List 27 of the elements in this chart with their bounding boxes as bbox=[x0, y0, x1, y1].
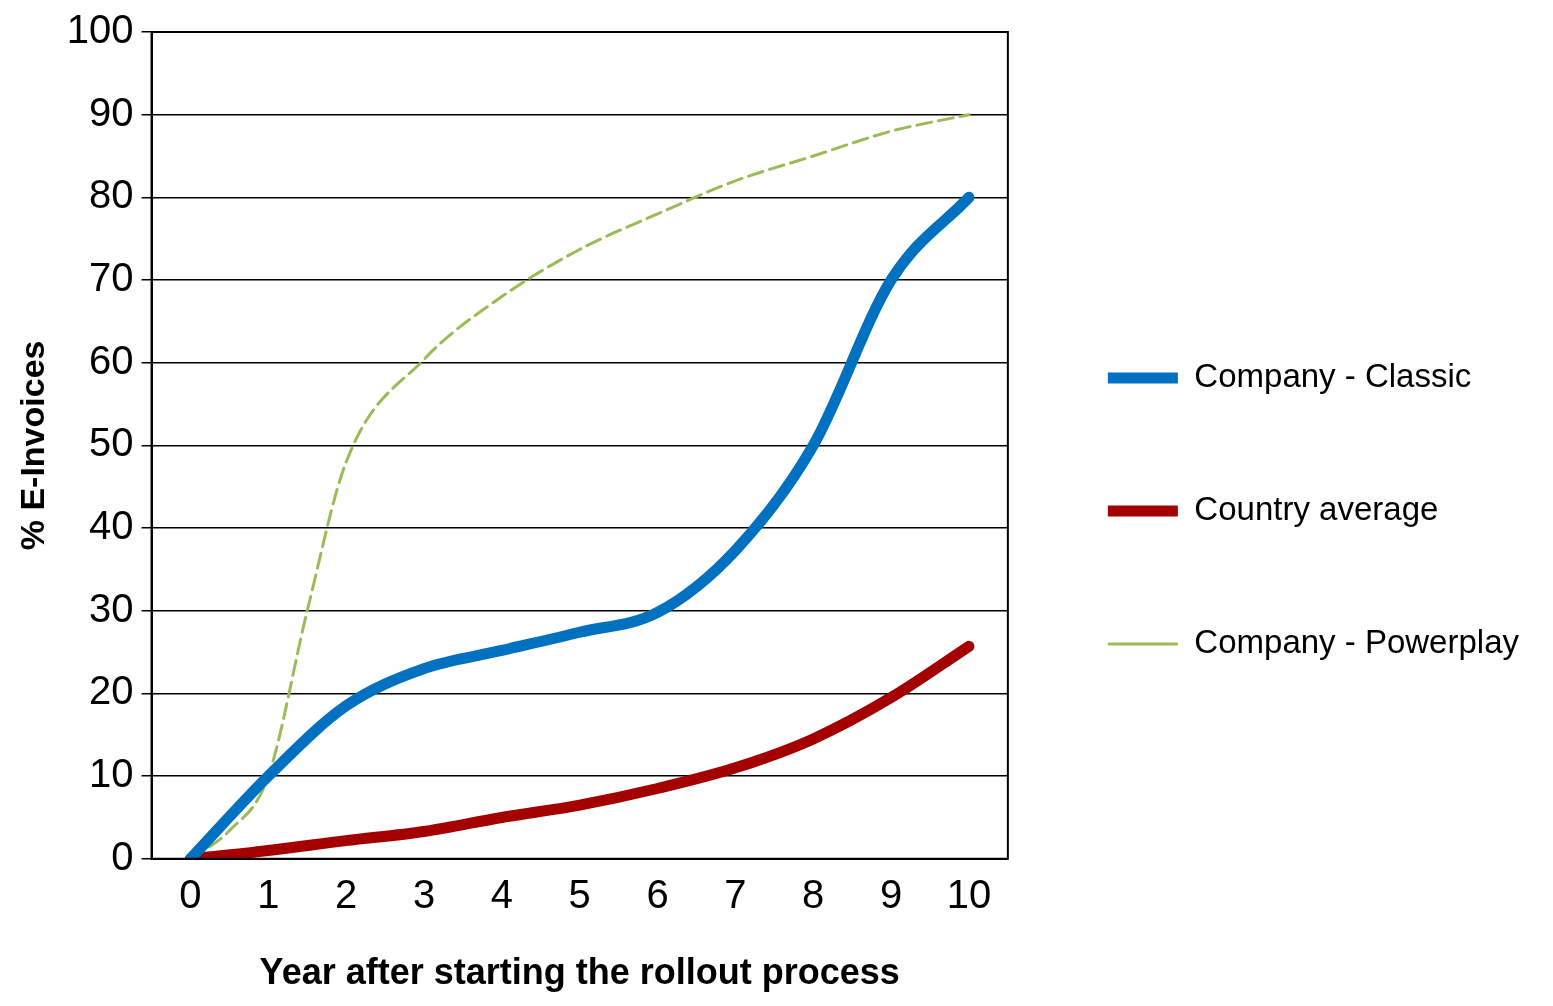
y-tick-label: 100 bbox=[66, 7, 134, 52]
x-tick-label: 2 bbox=[335, 871, 358, 916]
legend-label: Company - Powerplay bbox=[1194, 623, 1520, 661]
y-axis-title: % E-Invoices bbox=[12, 340, 51, 551]
y-tick-label: 40 bbox=[89, 503, 134, 548]
y-tick-label: 80 bbox=[89, 172, 134, 217]
x-tick-label: 1 bbox=[257, 871, 280, 916]
y-tick-label: 20 bbox=[89, 668, 134, 713]
x-tick-label: 7 bbox=[724, 871, 747, 916]
x-tick-label: 9 bbox=[879, 871, 903, 916]
x-tick-label: 8 bbox=[802, 871, 825, 916]
y-tick-label: 10 bbox=[89, 751, 134, 796]
x-tick-label: 4 bbox=[490, 871, 513, 916]
y-tick-label: 70 bbox=[89, 255, 134, 300]
x-tick-label: 10 bbox=[946, 871, 992, 916]
x-tick-label: 6 bbox=[646, 871, 669, 916]
y-tick-label: 0 bbox=[111, 833, 134, 878]
x-tick-label: 5 bbox=[568, 871, 591, 916]
y-tick-label: 90 bbox=[89, 89, 134, 134]
y-tick-label: 50 bbox=[89, 420, 134, 465]
x-tick-label: 3 bbox=[412, 871, 436, 916]
x-axis-title: Year after starting the rollout process bbox=[259, 951, 900, 993]
y-tick-label: 60 bbox=[89, 337, 134, 382]
y-tick-label: 30 bbox=[89, 585, 134, 630]
legend-label: Country average bbox=[1194, 490, 1439, 528]
legend-label: Company - Classic bbox=[1194, 357, 1472, 395]
x-tick-label: 0 bbox=[179, 871, 202, 916]
